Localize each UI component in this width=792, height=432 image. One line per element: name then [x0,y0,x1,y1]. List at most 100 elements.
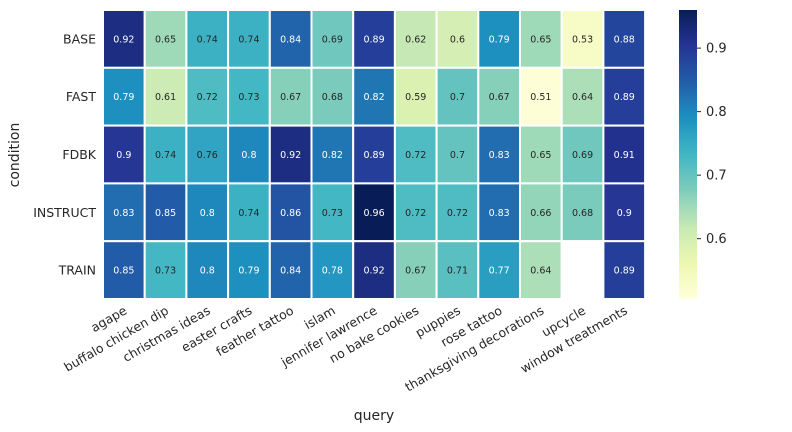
cell-value-label: 0.9 [116,150,131,161]
cell-value-label: 0.72 [447,208,468,219]
cell-value-label: 0.84 [280,34,301,45]
heatmap-cell [185,66,230,127]
heatmap-cell [352,182,396,243]
cell-value-label: 0.85 [155,208,176,219]
heatmap-cell [560,182,605,243]
heatmap-cell [519,182,563,243]
heatmap-cell [435,240,480,300]
heatmap-cell [602,240,647,300]
y-axis-label: condition [7,123,23,188]
heatmap-cell [519,124,563,185]
row-label: FAST [66,89,97,104]
cell-value-label: 0.8 [241,150,256,161]
heatmap-cell [435,66,480,127]
heatmap-cell [393,9,438,69]
cell-value-label: 0.85 [113,266,134,277]
heatmap-cell [352,66,396,127]
cell-value-label: 0.8 [200,208,215,219]
cell-value-label: 0.92 [363,266,384,277]
heatmap-cell-empty [560,240,605,300]
cell-value-label: 0.69 [572,150,593,161]
heatmap-cell [227,240,271,300]
colorbar-tick-label: 0.7 [706,169,727,184]
cell-value-label: 0.86 [280,208,301,219]
colorbar: 0.6 0.7 0.8 0.9 [679,10,727,299]
cell-value-label: 0.65 [530,34,551,45]
heatmap-cell [268,240,313,300]
heatmap-cell [268,124,313,185]
cell-value-label: 0.83 [113,208,134,219]
heatmap-cell [477,66,521,127]
heatmap-cell [477,240,521,300]
cell-value-label: 0.92 [280,150,301,161]
cell-value-label: 0.9 [617,208,632,219]
heatmap-cell [352,240,396,300]
heatmap-cell [102,124,146,185]
cell-value-label: 0.73 [238,92,259,103]
cell-value-label: 0.67 [489,92,510,103]
cell-value-label: 0.65 [530,150,551,161]
cell-value-label: 0.51 [530,92,551,103]
cell-value-label: 0.92 [113,34,134,45]
cell-value-label: 0.83 [489,150,510,161]
cell-value-label: 0.74 [238,34,259,45]
heatmap-cell [310,182,355,243]
heatmap-cell [102,66,146,127]
heatmap-cell [310,9,355,69]
heatmap-cell [560,9,605,69]
cell-value-label: 0.59 [405,92,426,103]
row-label: BASE [63,31,96,46]
cell-value-label: 0.77 [489,266,510,277]
colorbar-tick-label: 0.8 [706,105,727,120]
cell-value-label: 0.89 [614,92,635,103]
cell-value-label: 0.53 [572,34,593,45]
cell-value-label: 0.66 [530,208,551,219]
cell-value-label: 0.68 [322,92,343,103]
cell-value-label: 0.69 [322,34,343,45]
cell-value-label: 0.7 [450,150,465,161]
cell-value-label: 0.64 [530,266,551,277]
cell-value-label: 0.79 [489,34,510,45]
cell-value-label: 0.82 [363,92,384,103]
cell-value-label: 0.89 [363,34,384,45]
cell-value-label: 0.74 [197,34,218,45]
heatmap-cell [143,240,188,300]
cell-value-label: 0.67 [280,92,301,103]
cell-value-label: 0.79 [113,92,134,103]
cell-value-label: 0.8 [200,266,215,277]
cell-value-label: 0.83 [489,208,510,219]
x-axis-label: query [354,408,394,424]
cell-value-label: 0.65 [155,34,176,45]
heatmap-cell [477,124,521,185]
heatmap-cell [227,66,271,127]
cell-value-label: 0.72 [405,150,426,161]
heatmap-cell [102,240,146,300]
cell-value-label: 0.74 [155,150,176,161]
cell-value-label: 0.6 [450,34,465,45]
row-label: INSTRUCT [33,205,96,220]
heatmap-cell [435,182,480,243]
cell-value-label: 0.89 [363,150,384,161]
cell-value-label: 0.88 [614,34,635,45]
cell-value-label: 0.62 [405,34,426,45]
cell-value-label: 0.84 [280,266,301,277]
heatmap-cells: 0.92 0.65 0.74 0.74 0.84 0.69 0.89 0.62 0.6 0.79 0… [102,9,647,300]
heatmap-cell [185,124,230,185]
cell-value-label: 0.64 [572,92,593,103]
cell-value-label: 0.68 [572,208,593,219]
cell-value-label: 0.73 [155,266,176,277]
cell-value-label: 0.74 [238,208,259,219]
colorbar-gradient [679,10,697,299]
cell-value-label: 0.7 [450,92,465,103]
row-label: TRAIN [58,263,96,278]
cell-value-label: 0.91 [614,150,635,161]
row-label: FDBK [62,147,96,162]
cell-value-label: 0.78 [322,266,343,277]
heatmap-cell [477,9,521,69]
cell-value-label: 0.89 [614,266,635,277]
cell-value-label: 0.79 [238,266,259,277]
cell-value-label: 0.72 [405,208,426,219]
heatmap-cell [185,240,230,300]
cell-value-label: 0.61 [155,92,176,103]
